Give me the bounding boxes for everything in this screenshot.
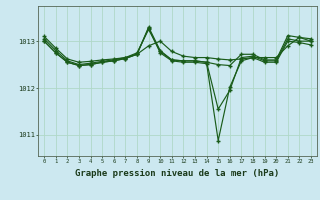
X-axis label: Graphe pression niveau de la mer (hPa): Graphe pression niveau de la mer (hPa): [76, 169, 280, 178]
